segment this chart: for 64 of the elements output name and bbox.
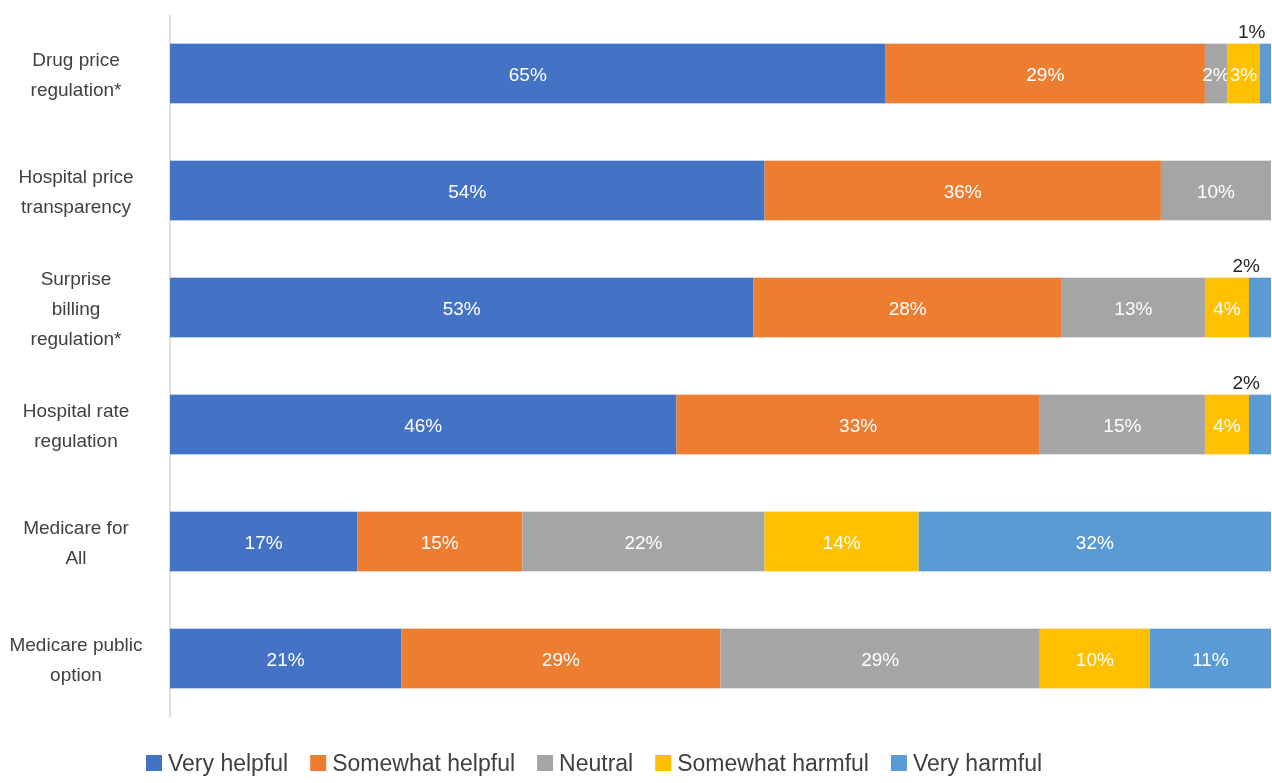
y-tick-label: Medicare for All: [23, 516, 130, 568]
data-label: 17%: [244, 531, 283, 553]
data-label: 4%: [1213, 297, 1241, 319]
bar: [357, 511, 523, 572]
bar: [764, 160, 1161, 221]
data-label: 22%: [624, 531, 663, 553]
y-tick-label: Medicare public option: [9, 633, 143, 685]
bar: [1204, 394, 1249, 455]
legend-label: Somewhat harmful: [677, 750, 869, 776]
bar: [1039, 394, 1205, 455]
bar: [1259, 43, 1271, 104]
bar: [1248, 394, 1271, 455]
bar: [1061, 277, 1205, 338]
data-label: 13%: [1114, 297, 1153, 319]
bar: [1160, 160, 1271, 221]
data-label: 10%: [1196, 180, 1236, 202]
data-label: 4%: [1213, 414, 1241, 436]
bar: [170, 628, 402, 689]
bar: [1248, 277, 1271, 338]
legend-label: Very helpful: [168, 750, 289, 776]
data-label: 15%: [420, 531, 459, 553]
data-label: 29%: [1026, 63, 1065, 85]
data-label: 11%: [1192, 648, 1229, 670]
bar: [170, 394, 677, 455]
y-tick-label: Hospital rate regulation: [22, 399, 130, 451]
data-label: 15%: [1103, 414, 1142, 436]
legend-label: Very harmful: [912, 750, 1043, 776]
data-label: 54%: [448, 180, 487, 202]
bar: [522, 511, 765, 572]
data-label: 21%: [266, 648, 305, 670]
bar: [170, 511, 358, 572]
data-label: 10%: [1075, 648, 1114, 670]
data-label: 29%: [541, 648, 580, 670]
bar: [170, 160, 765, 221]
y-tick-label: Drug price regulation*: [30, 48, 123, 100]
data-label: 28%: [888, 297, 927, 319]
bar: [1204, 277, 1249, 338]
bar: [885, 43, 1205, 104]
bar: [1039, 628, 1150, 689]
bar: [170, 43, 886, 104]
data-label: 2%: [1232, 254, 1261, 276]
legend-label: Somewhat helpful: [332, 750, 516, 776]
legend-label: Neutral: [559, 750, 634, 776]
data-label: 14%: [822, 531, 861, 553]
data-label: 36%: [943, 180, 982, 202]
bar: [1149, 628, 1271, 689]
y-tick-label: Hospital price transparency: [18, 165, 134, 217]
data-label: 32%: [1075, 531, 1114, 553]
data-label: 65%: [508, 63, 547, 85]
bar: [753, 277, 1062, 338]
bar: [676, 394, 1040, 455]
data-label: 1%: [1238, 20, 1266, 42]
data-label: 46%: [404, 414, 443, 436]
bar: [918, 511, 1271, 572]
bar: [720, 628, 1040, 689]
data-label: 33%: [839, 414, 878, 436]
bar: [401, 628, 721, 689]
bar: [170, 277, 754, 338]
bar: [764, 511, 919, 572]
data-label: 53%: [442, 297, 481, 319]
y-tick-label: Surprise billing regulation*: [30, 267, 123, 349]
data-label: 3%: [1229, 63, 1258, 85]
data-label: 29%: [861, 648, 900, 670]
data-label: 2%: [1232, 371, 1261, 393]
